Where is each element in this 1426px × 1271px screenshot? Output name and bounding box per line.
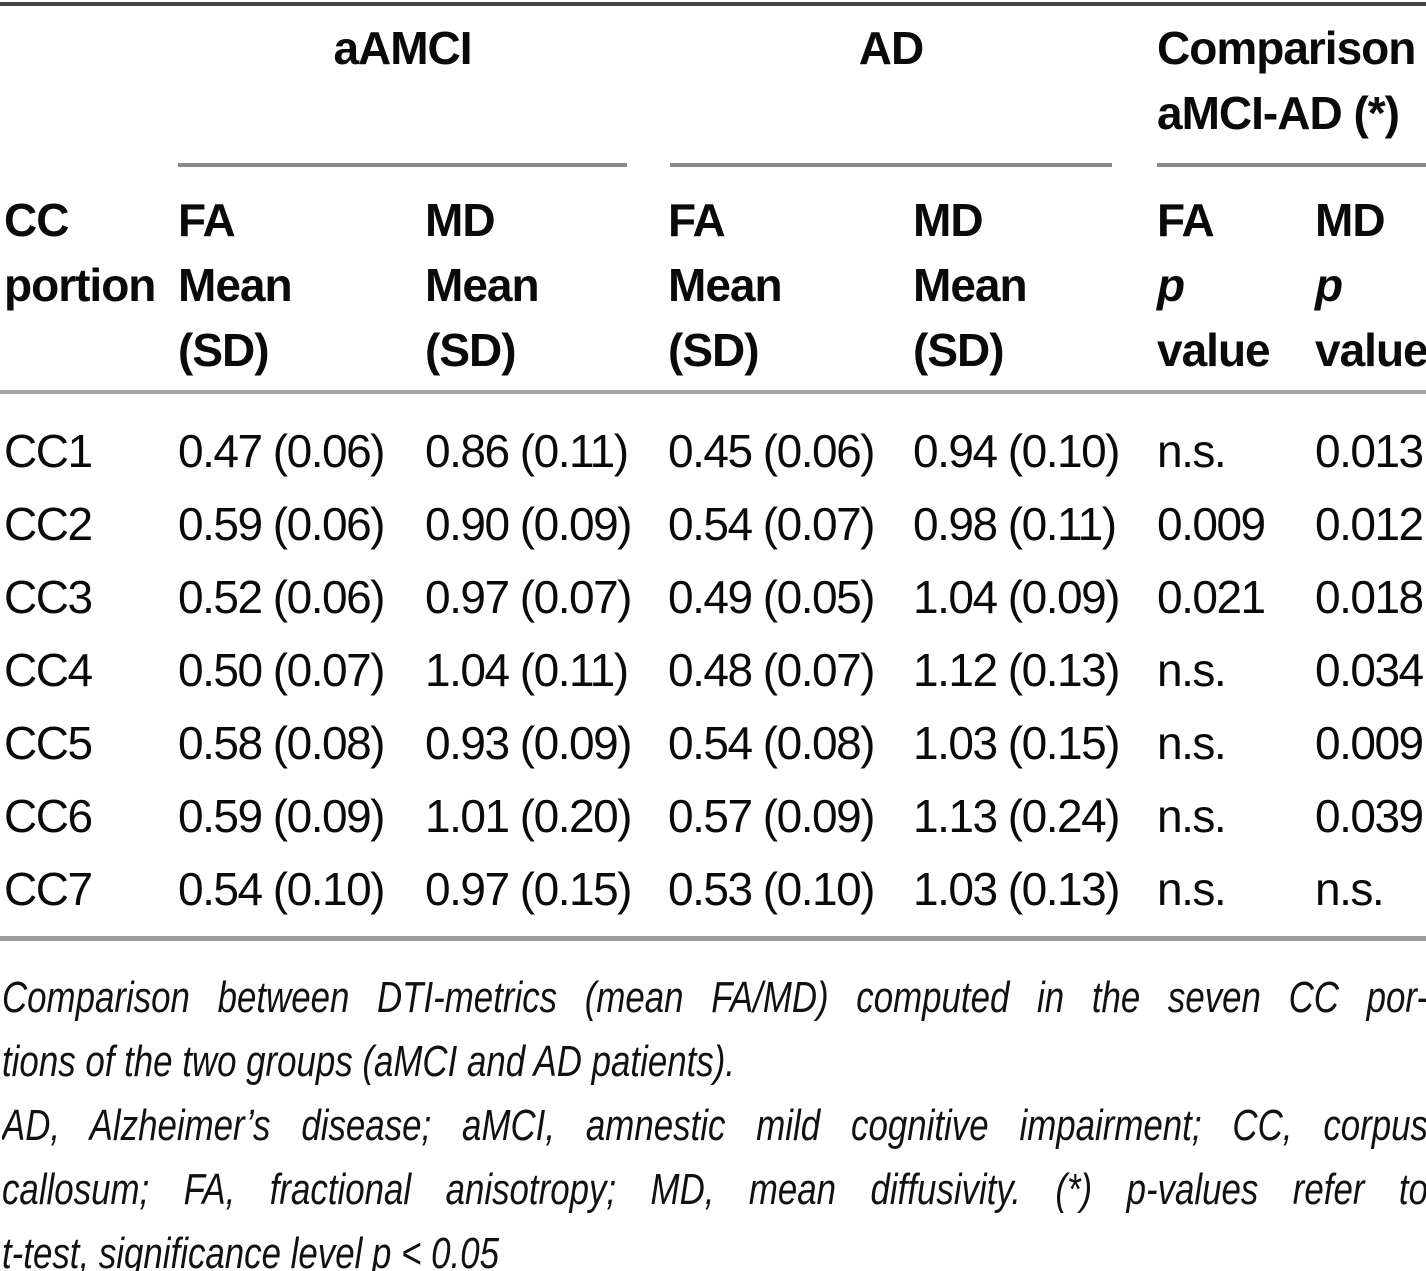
col-header-fa-p-value: FA p value <box>1157 188 1271 383</box>
table-top-rule <box>0 2 1426 6</box>
footnote-line: callosum; FA, fractional anisotropy; MD,… <box>2 1165 1426 1214</box>
col-header-line: Mean <box>178 259 293 311</box>
table-cell: 0.54 (0.07) <box>668 497 875 550</box>
col-header-line: Mean <box>913 259 1028 311</box>
row-label: CC4 <box>4 643 93 696</box>
table-cell: 0.018 <box>1315 570 1424 623</box>
header-bottom-rule <box>0 390 1426 394</box>
table-cell: 0.86 (0.11) <box>425 424 629 477</box>
table-cell: n.s. <box>1157 789 1227 842</box>
col-header-line: Mean <box>668 259 783 311</box>
group-underline-comparison <box>1157 163 1426 167</box>
group-underline-aamci <box>178 163 627 167</box>
table-cell: 0.52 (0.06) <box>178 570 385 623</box>
table-cell: 0.012 <box>1315 497 1424 550</box>
col-header-ad-fa: FA Mean (SD) <box>668 188 783 383</box>
table-cell: 0.97 (0.07) <box>425 570 632 623</box>
table-cell: n.s. <box>1315 862 1385 915</box>
table-cell: 0.50 (0.07) <box>178 643 385 696</box>
table-cell: 0.53 (0.10) <box>668 862 875 915</box>
table-cell: n.s. <box>1157 716 1227 769</box>
table-footnotes: Comparison between DTI-metrics (mean FA/… <box>2 966 1426 1271</box>
table-cell: 0.49 (0.05) <box>668 570 875 623</box>
table-cell: 0.98 (0.11) <box>913 497 1117 550</box>
col-header-line: (SD) <box>668 324 760 376</box>
row-label: CC1 <box>4 424 93 477</box>
table-cell: 0.94 (0.10) <box>913 424 1120 477</box>
col-header-line: MD <box>425 194 496 246</box>
col-header-line: portion <box>4 259 156 311</box>
table-cell: 1.03 (0.13) <box>913 862 1120 915</box>
table-cell: 0.009 <box>1315 716 1424 769</box>
table-cell: 1.04 (0.11) <box>425 643 629 696</box>
table-cell: 0.57 (0.09) <box>668 789 875 842</box>
table-cell: 0.47 (0.06) <box>178 424 385 477</box>
col-header-line: CC <box>4 194 69 246</box>
row-label: CC3 <box>4 570 93 623</box>
table-cell: 0.90 (0.09) <box>425 497 632 550</box>
row-label: CC2 <box>4 497 93 550</box>
table-cell: n.s. <box>1157 643 1227 696</box>
col-header-line-p-italic: p <box>1157 259 1185 311</box>
table-cell: 0.009 <box>1157 497 1266 550</box>
table-cell: 0.59 (0.06) <box>178 497 385 550</box>
col-header-line: Mean <box>425 259 540 311</box>
table-cell: 0.45 (0.06) <box>668 424 875 477</box>
table-cell: 0.97 (0.15) <box>425 862 632 915</box>
col-header-line: (SD) <box>178 324 270 376</box>
col-header-line: (SD) <box>425 324 517 376</box>
col-header-line: value <box>1315 324 1426 376</box>
row-label: CC5 <box>4 716 93 769</box>
table-cell: 1.12 (0.13) <box>913 643 1120 696</box>
footnote-line: Comparison between DTI-metrics (mean FA/… <box>2 973 1426 1022</box>
table-cell: n.s. <box>1157 862 1227 915</box>
col-header-line: value <box>1157 324 1271 376</box>
table-cell: n.s. <box>1157 424 1227 477</box>
table-cell: 0.034 <box>1315 643 1424 696</box>
table-body: CC1 0.47 (0.06) 0.86 (0.11) 0.45 (0.06) … <box>4 414 1424 925</box>
table-cell: 1.03 (0.15) <box>913 716 1120 769</box>
group-header-aamci: aAMCI <box>333 22 472 74</box>
group-header-comparison-line2: aMCI-AD (*) <box>1157 87 1400 139</box>
col-header-aamci-fa: FA Mean (SD) <box>178 188 293 383</box>
footnote-line: tions of the two groups (aMCI and AD pat… <box>2 1037 736 1086</box>
col-header-line: (SD) <box>913 324 1005 376</box>
col-header-line: MD <box>1315 194 1386 246</box>
table-cell: 1.13 (0.24) <box>913 789 1120 842</box>
table-bottom-rule <box>0 936 1426 941</box>
table-cell: 0.54 (0.08) <box>668 716 875 769</box>
table-cell: 0.48 (0.07) <box>668 643 875 696</box>
footnote-line: AD, Alzheimer’s disease; aMCI, amnestic … <box>2 1101 1426 1150</box>
group-header-comparison-line1: Comparison <box>1157 22 1416 74</box>
row-label: CC7 <box>4 862 93 915</box>
group-header-ad: AD <box>858 22 924 74</box>
footnote-line: t-test, significance level p < 0.05 <box>2 1229 499 1271</box>
col-header-cc-portion: CC portion <box>4 188 156 318</box>
col-header-line: FA <box>1157 194 1215 246</box>
row-label: CC6 <box>4 789 93 842</box>
table-cell: 0.54 (0.10) <box>178 862 385 915</box>
table-cell: 0.021 <box>1157 570 1266 623</box>
col-header-line-p-italic: p <box>1315 259 1343 311</box>
group-header-comparison: Comparison aMCI-AD (*) <box>1157 16 1426 146</box>
table-cell: 0.93 (0.09) <box>425 716 632 769</box>
table-cell: 0.039 <box>1315 789 1424 842</box>
col-header-ad-md: MD Mean (SD) <box>913 188 1028 383</box>
table-cell: 1.04 (0.09) <box>913 570 1120 623</box>
table-cell: 0.58 (0.08) <box>178 716 385 769</box>
col-header-line: FA <box>668 194 726 246</box>
group-underline-ad <box>670 163 1112 167</box>
col-header-line: FA <box>178 194 236 246</box>
col-header-line: MD <box>913 194 984 246</box>
col-header-aamci-md: MD Mean (SD) <box>425 188 540 383</box>
table-cell: 1.01 (0.20) <box>425 789 632 842</box>
col-header-md-p-value: MD p value <box>1315 188 1426 383</box>
table-cell: 0.013 <box>1315 424 1424 477</box>
table-cell: 0.59 (0.09) <box>178 789 385 842</box>
